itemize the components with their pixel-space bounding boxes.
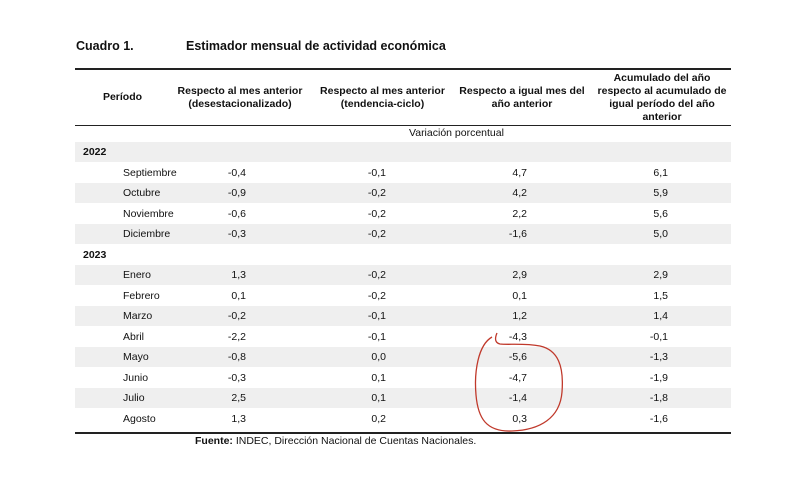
value-cell: -0,9	[227, 187, 246, 199]
value-cell: -1,6	[508, 228, 527, 240]
period-cell: Junio	[123, 371, 149, 384]
value-cell: 5,9	[653, 187, 668, 199]
value-cell: -1,3	[649, 351, 668, 363]
value-cell: -0,3	[227, 371, 246, 384]
year-label: 2022	[83, 146, 107, 158]
period-cell: Marzo	[123, 310, 153, 322]
period-cell: Febrero	[123, 289, 160, 302]
column-header-period: Período	[102, 91, 143, 103]
table-row: Mayo -0,8 0,0 -5,6 -1,3	[75, 347, 731, 367]
table-row: Junio -0,3 0,1 -4,7 -1,9	[75, 368, 731, 388]
table-row: Agosto 1,3 0,2 0,3 -1,6	[75, 409, 731, 429]
value-cell: -1,4	[508, 392, 527, 404]
value-cell: -5,6	[508, 351, 527, 363]
year-label: 2023	[83, 248, 107, 261]
value-cell: 4,7	[512, 166, 527, 179]
source-label: Fuente:	[195, 435, 233, 447]
value-cell: 2,9	[512, 269, 527, 281]
value-cell: -0,2	[367, 187, 386, 199]
units-subheader: Variación porcentual	[75, 126, 731, 142]
value-cell: -0,1	[367, 330, 386, 343]
value-cell: -0,2	[367, 228, 386, 240]
value-cell: 1,2	[512, 310, 527, 322]
value-cell: -0,1	[367, 166, 386, 179]
period-cell: Diciembre	[123, 228, 171, 240]
value-cell: -2,2	[227, 330, 246, 343]
period-cell: Noviembre	[123, 207, 174, 220]
header-rule	[75, 125, 731, 126]
value-cell: 5,6	[653, 207, 668, 220]
value-cell: -4,3	[508, 330, 527, 343]
table-header: Período Respecto al mes anterior (desest…	[75, 70, 731, 125]
value-cell: -0,2	[367, 289, 386, 302]
table-row: Enero 1,3 -0,2 2,9 2,9	[75, 265, 731, 285]
units-label: Variación porcentual	[409, 127, 504, 139]
value-cell: -0,1	[649, 330, 668, 343]
source-note: Fuente: INDEC, Dirección Nacional de Cue…	[195, 435, 476, 447]
table-row: Marzo -0,2 -0,1 1,2 1,4	[75, 306, 731, 326]
value-cell: -1,6	[649, 412, 668, 425]
table-row: Febrero 0,1 -0,2 0,1 1,5	[75, 286, 731, 306]
value-cell: 5,0	[653, 228, 668, 240]
table-row: Diciembre -0,3 -0,2 -1,6 5,0	[75, 224, 731, 244]
value-cell: 0,3	[512, 412, 527, 425]
table-row: Abril -2,2 -0,1 -4,3 -0,1	[75, 327, 731, 347]
table-title-text: Estimador mensual de actividad económica	[186, 39, 446, 53]
value-cell: 0,0	[371, 351, 386, 363]
value-cell: 6,1	[653, 166, 668, 179]
value-cell: 0,1	[231, 289, 246, 302]
value-cell: 1,4	[653, 310, 668, 322]
value-cell: -1,8	[649, 392, 668, 404]
value-cell: -0,2	[227, 310, 246, 322]
top-rule	[75, 68, 731, 70]
value-cell: 0,1	[371, 392, 386, 404]
column-header-year-over-year: Respecto a igual mes del año anterior	[459, 84, 585, 110]
bottom-rule	[75, 432, 731, 434]
period-cell: Mayo	[123, 351, 149, 363]
period-cell: Octubre	[123, 187, 161, 199]
value-cell: -0,4	[227, 166, 246, 179]
period-cell: Agosto	[123, 412, 156, 425]
period-cell: Julio	[123, 392, 145, 404]
value-cell: -0,2	[367, 269, 386, 281]
source-text: INDEC, Dirección Nacional de Cuentas Nac…	[235, 435, 477, 447]
year-row: 2023	[75, 245, 731, 265]
table-row: Octubre -0,9 -0,2 4,2 5,9	[75, 183, 731, 203]
value-cell: -0,1	[367, 310, 386, 322]
value-cell: -0,6	[227, 207, 246, 220]
value-cell: 4,2	[512, 187, 527, 199]
value-cell: 1,3	[231, 269, 246, 281]
value-cell: -1,9	[649, 371, 668, 384]
value-cell: 2,5	[231, 392, 246, 404]
value-cell: -0,3	[227, 228, 246, 240]
value-cell: 2,9	[653, 269, 668, 281]
column-header-monthly-seasonally-adjusted: Respecto al mes anterior (desestacionali…	[177, 84, 303, 110]
year-row: 2022	[75, 142, 731, 162]
table-number: Cuadro 1.	[76, 39, 134, 53]
table-row: Julio 2,5 0,1 -1,4 -1,8	[75, 388, 731, 408]
period-cell: Abril	[123, 330, 145, 343]
value-cell: 2,2	[512, 207, 527, 220]
period-cell: Septiembre	[123, 166, 177, 179]
value-cell: -0,2	[367, 207, 386, 220]
period-cell: Enero	[123, 269, 152, 281]
table-row: Septiembre -0,4 -0,1 4,7 6,1	[75, 163, 731, 183]
value-cell: 0,2	[371, 412, 386, 425]
value-cell: 1,5	[653, 289, 668, 302]
value-cell: -0,8	[227, 351, 246, 363]
value-cell: -4,7	[508, 371, 527, 384]
column-header-monthly-trend-cycle: Respecto al mes anterior (tendencia-cicl…	[320, 84, 445, 110]
value-cell: 0,1	[371, 371, 386, 384]
value-cell: 1,3	[231, 412, 246, 425]
table-row: Noviembre -0,6 -0,2 2,2 5,6	[75, 204, 731, 224]
value-cell: 0,1	[512, 289, 527, 302]
column-header-cumulative: Acumulado del año respecto al acumulado …	[597, 71, 727, 123]
